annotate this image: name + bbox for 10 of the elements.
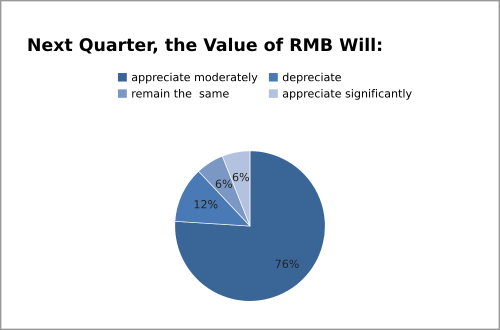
legend-label: appreciate significantly [282,89,412,100]
data-label: 12% [194,200,218,208]
data-label: 6% [216,180,232,188]
chart-title: Next Quarter, the Value of RMB Will: [28,38,382,54]
legend-label: depreciate [282,72,341,84]
data-label: 76% [276,260,299,268]
legend-label: appreciate moderately [132,72,258,84]
pie-slice [174,150,326,302]
legend-label: remain the same [132,89,229,98]
data-label: 6% [232,172,250,182]
